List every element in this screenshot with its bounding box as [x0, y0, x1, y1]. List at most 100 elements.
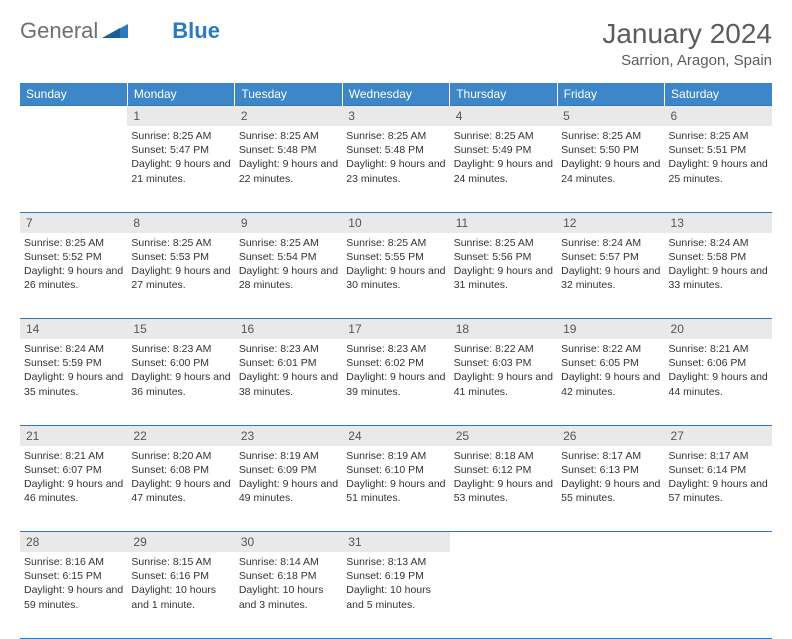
day-number-cell: 12	[557, 212, 664, 233]
day-info-cell	[557, 552, 664, 638]
calendar-table: SundayMondayTuesdayWednesdayThursdayFrid…	[20, 83, 772, 639]
day-info-cell: Sunrise: 8:23 AMSunset: 6:00 PMDaylight:…	[127, 339, 234, 425]
day-info-cell: Sunrise: 8:25 AMSunset: 5:51 PMDaylight:…	[665, 126, 772, 212]
day-info-cell: Sunrise: 8:19 AMSunset: 6:10 PMDaylight:…	[342, 446, 449, 532]
weekday-header: Tuesday	[235, 83, 342, 106]
day-info-cell: Sunrise: 8:25 AMSunset: 5:48 PMDaylight:…	[342, 126, 449, 212]
day-info-text: Sunrise: 8:23 AMSunset: 6:02 PMDaylight:…	[346, 342, 445, 399]
day-number-cell: 13	[665, 212, 772, 233]
day-info-cell: Sunrise: 8:25 AMSunset: 5:56 PMDaylight:…	[450, 233, 557, 319]
day-info-text: Sunrise: 8:21 AMSunset: 6:07 PMDaylight:…	[24, 449, 123, 506]
day-info-text: Sunrise: 8:22 AMSunset: 6:03 PMDaylight:…	[454, 342, 553, 399]
day-number-cell: 23	[235, 425, 342, 446]
day-info-cell: Sunrise: 8:17 AMSunset: 6:13 PMDaylight:…	[557, 446, 664, 532]
day-number-cell: 29	[127, 532, 234, 553]
day-number-cell	[557, 532, 664, 553]
day-info-cell: Sunrise: 8:25 AMSunset: 5:52 PMDaylight:…	[20, 233, 127, 319]
weekday-header: Friday	[557, 83, 664, 106]
day-number-cell: 25	[450, 425, 557, 446]
day-info-text: Sunrise: 8:14 AMSunset: 6:18 PMDaylight:…	[239, 555, 338, 612]
info-row: Sunrise: 8:24 AMSunset: 5:59 PMDaylight:…	[20, 339, 772, 425]
day-info-text: Sunrise: 8:13 AMSunset: 6:19 PMDaylight:…	[346, 555, 445, 612]
day-info-cell: Sunrise: 8:25 AMSunset: 5:49 PMDaylight:…	[450, 126, 557, 212]
day-number-cell: 11	[450, 212, 557, 233]
day-number-cell: 8	[127, 212, 234, 233]
day-number-cell: 21	[20, 425, 127, 446]
day-info-cell: Sunrise: 8:23 AMSunset: 6:02 PMDaylight:…	[342, 339, 449, 425]
day-info-cell	[665, 552, 772, 638]
location-label: Sarrion, Aragon, Spain	[602, 52, 772, 69]
day-number-cell	[20, 106, 127, 127]
weekday-header: Thursday	[450, 83, 557, 106]
logo-text-blue: Blue	[172, 18, 220, 44]
day-number-cell	[450, 532, 557, 553]
day-info-text: Sunrise: 8:16 AMSunset: 6:15 PMDaylight:…	[24, 555, 123, 612]
day-info-cell: Sunrise: 8:15 AMSunset: 6:16 PMDaylight:…	[127, 552, 234, 638]
day-number-cell: 19	[557, 319, 664, 340]
day-info-cell: Sunrise: 8:20 AMSunset: 6:08 PMDaylight:…	[127, 446, 234, 532]
day-info-cell: Sunrise: 8:21 AMSunset: 6:06 PMDaylight:…	[665, 339, 772, 425]
day-info-text: Sunrise: 8:25 AMSunset: 5:51 PMDaylight:…	[669, 129, 768, 186]
month-title: January 2024	[602, 18, 772, 50]
daynum-row: 21222324252627	[20, 425, 772, 446]
day-number-cell: 31	[342, 532, 449, 553]
day-number-cell: 30	[235, 532, 342, 553]
calendar-body: 123456 Sunrise: 8:25 AMSunset: 5:47 PMDa…	[20, 106, 772, 639]
day-info-text: Sunrise: 8:24 AMSunset: 5:59 PMDaylight:…	[24, 342, 123, 399]
daynum-row: 14151617181920	[20, 319, 772, 340]
day-info-text: Sunrise: 8:25 AMSunset: 5:47 PMDaylight:…	[131, 129, 230, 186]
day-info-cell: Sunrise: 8:25 AMSunset: 5:47 PMDaylight:…	[127, 126, 234, 212]
day-info-text: Sunrise: 8:17 AMSunset: 6:14 PMDaylight:…	[669, 449, 768, 506]
day-number-cell: 7	[20, 212, 127, 233]
day-number-cell: 1	[127, 106, 234, 127]
day-info-cell: Sunrise: 8:25 AMSunset: 5:50 PMDaylight:…	[557, 126, 664, 212]
weekday-header: Monday	[127, 83, 234, 106]
day-info-cell: Sunrise: 8:14 AMSunset: 6:18 PMDaylight:…	[235, 552, 342, 638]
day-number-cell: 22	[127, 425, 234, 446]
day-info-cell: Sunrise: 8:22 AMSunset: 6:05 PMDaylight:…	[557, 339, 664, 425]
logo-text-general: General	[20, 18, 98, 44]
daynum-row: 28293031	[20, 532, 772, 553]
day-info-cell	[20, 126, 127, 212]
day-info-cell: Sunrise: 8:25 AMSunset: 5:53 PMDaylight:…	[127, 233, 234, 319]
weekday-header: Saturday	[665, 83, 772, 106]
header: General Blue January 2024 Sarrion, Arago…	[20, 18, 772, 69]
day-info-cell: Sunrise: 8:25 AMSunset: 5:55 PMDaylight:…	[342, 233, 449, 319]
day-info-cell: Sunrise: 8:17 AMSunset: 6:14 PMDaylight:…	[665, 446, 772, 532]
day-info-cell: Sunrise: 8:13 AMSunset: 6:19 PMDaylight:…	[342, 552, 449, 638]
day-number-cell: 14	[20, 319, 127, 340]
day-info-text: Sunrise: 8:25 AMSunset: 5:48 PMDaylight:…	[346, 129, 445, 186]
day-info-text: Sunrise: 8:21 AMSunset: 6:06 PMDaylight:…	[669, 342, 768, 399]
weekday-header: Wednesday	[342, 83, 449, 106]
daynum-row: 123456	[20, 106, 772, 127]
day-info-text: Sunrise: 8:25 AMSunset: 5:49 PMDaylight:…	[454, 129, 553, 186]
info-row: Sunrise: 8:16 AMSunset: 6:15 PMDaylight:…	[20, 552, 772, 638]
day-info-cell: Sunrise: 8:25 AMSunset: 5:54 PMDaylight:…	[235, 233, 342, 319]
logo: General Blue	[20, 18, 220, 44]
day-number-cell: 9	[235, 212, 342, 233]
day-info-text: Sunrise: 8:22 AMSunset: 6:05 PMDaylight:…	[561, 342, 660, 399]
day-number-cell: 5	[557, 106, 664, 127]
day-number-cell: 24	[342, 425, 449, 446]
day-number-cell: 17	[342, 319, 449, 340]
daynum-row: 78910111213	[20, 212, 772, 233]
day-info-cell: Sunrise: 8:25 AMSunset: 5:48 PMDaylight:…	[235, 126, 342, 212]
day-info-cell: Sunrise: 8:22 AMSunset: 6:03 PMDaylight:…	[450, 339, 557, 425]
day-number-cell: 6	[665, 106, 772, 127]
day-info-text: Sunrise: 8:25 AMSunset: 5:54 PMDaylight:…	[239, 236, 338, 293]
day-info-text: Sunrise: 8:25 AMSunset: 5:53 PMDaylight:…	[131, 236, 230, 293]
day-info-text: Sunrise: 8:25 AMSunset: 5:55 PMDaylight:…	[346, 236, 445, 293]
day-info-text: Sunrise: 8:17 AMSunset: 6:13 PMDaylight:…	[561, 449, 660, 506]
info-row: Sunrise: 8:25 AMSunset: 5:52 PMDaylight:…	[20, 233, 772, 319]
day-info-text: Sunrise: 8:24 AMSunset: 5:57 PMDaylight:…	[561, 236, 660, 293]
day-number-cell: 26	[557, 425, 664, 446]
logo-triangle-icon	[102, 18, 128, 44]
day-number-cell: 4	[450, 106, 557, 127]
day-info-text: Sunrise: 8:23 AMSunset: 6:01 PMDaylight:…	[239, 342, 338, 399]
day-number-cell	[665, 532, 772, 553]
day-info-text: Sunrise: 8:25 AMSunset: 5:50 PMDaylight:…	[561, 129, 660, 186]
weekday-row: SundayMondayTuesdayWednesdayThursdayFrid…	[20, 83, 772, 106]
day-number-cell: 18	[450, 319, 557, 340]
day-info-cell: Sunrise: 8:18 AMSunset: 6:12 PMDaylight:…	[450, 446, 557, 532]
day-number-cell: 15	[127, 319, 234, 340]
